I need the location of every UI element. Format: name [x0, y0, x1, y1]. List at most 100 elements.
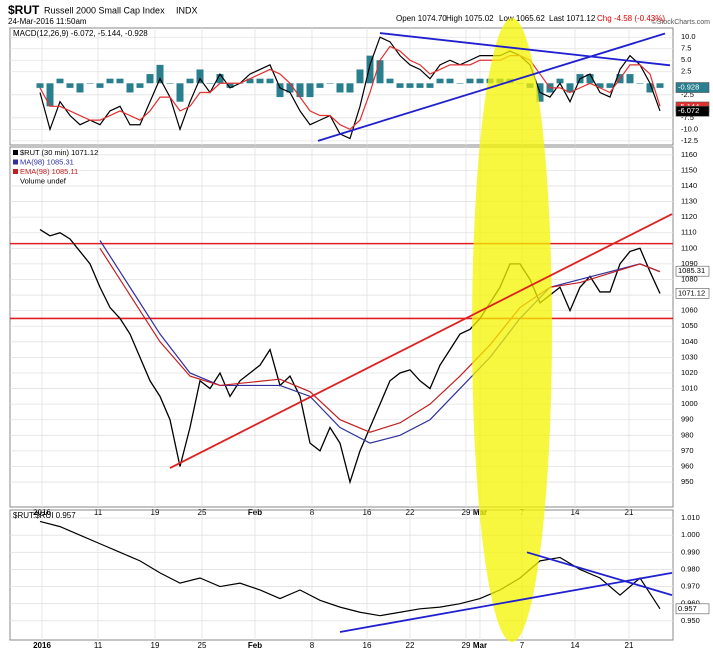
histogram-bar — [336, 83, 344, 93]
value-marker-label: 1085.31 — [678, 266, 705, 275]
x-tick-label: Feb — [248, 641, 262, 650]
x-tick-label: 16 — [363, 641, 372, 650]
histogram-bar — [396, 83, 404, 88]
y-tick-label: 0.950 — [681, 616, 700, 625]
histogram-bar — [626, 74, 634, 84]
histogram-bar — [636, 83, 644, 84]
value-marker — [675, 265, 710, 277]
histogram-bar — [246, 78, 254, 84]
y-tick-label: 7.5 — [681, 44, 691, 53]
panel-frame — [9, 27, 674, 146]
histogram-bar — [56, 78, 64, 84]
y-tick-label: 1110 — [681, 228, 697, 237]
value-marker — [675, 603, 710, 615]
histogram-bar — [106, 78, 114, 84]
index-name: Russell 2000 Small Cap Index — [44, 5, 165, 15]
value-marker — [675, 105, 710, 117]
histogram-bar — [226, 83, 234, 88]
trend-line — [379, 32, 671, 67]
legend-note: Volume undef — [20, 176, 67, 185]
x-tick-label: Mar — [473, 641, 487, 650]
histogram-bar — [356, 69, 364, 84]
quote-item: Last 1071.12 — [549, 14, 596, 23]
histogram-bar — [276, 83, 284, 98]
histogram-bar — [156, 64, 164, 84]
legend-entry: MA(98) 1085.31 — [20, 157, 74, 166]
credit: ©StockCharts.com — [652, 18, 711, 26]
y-tick-label: 1040 — [681, 337, 698, 346]
histogram-bar — [136, 83, 144, 88]
x-tick-label: 19 — [151, 641, 160, 650]
histogram-bar — [266, 78, 274, 84]
y-tick-label: 1020 — [681, 368, 698, 377]
histogram-bar — [306, 83, 314, 98]
histogram-bar — [566, 83, 574, 93]
histogram-bar — [656, 83, 664, 88]
series-line — [39, 229, 661, 485]
y-tick-label: 1120 — [681, 212, 697, 221]
y-tick-label: 1130 — [681, 197, 697, 206]
y-tick-label: 1080 — [681, 274, 698, 283]
histogram-bar — [416, 83, 424, 88]
highlight — [472, 18, 552, 642]
y-tick-label: 1.010 — [681, 513, 700, 522]
histogram-bar — [456, 83, 464, 84]
y-tick-label: 5.0 — [681, 55, 691, 64]
histogram-bar — [286, 83, 294, 93]
series-line — [99, 240, 661, 444]
histogram-bar — [256, 78, 264, 84]
x-tick-label: 22 — [406, 641, 415, 650]
legend-swatch — [13, 169, 18, 174]
y-tick-label: 1060 — [681, 306, 698, 315]
histogram-bar — [166, 83, 174, 84]
quote-item: High 1075.02 — [446, 14, 494, 23]
series-line — [39, 45, 661, 131]
histogram-bar — [146, 74, 154, 84]
y-tick-label: -10.0 — [681, 124, 698, 133]
y-tick-label: 10.0 — [681, 32, 696, 41]
y-tick-label: 960 — [681, 461, 694, 470]
y-tick-label: 0.980 — [681, 564, 700, 573]
y-tick-label: 2.5 — [681, 67, 691, 76]
value-marker — [675, 288, 710, 299]
y-tick-label: 0.970 — [681, 582, 700, 591]
symbol: $RUT — [8, 3, 40, 17]
y-tick-label: 1090 — [681, 259, 698, 268]
histogram-bar — [346, 83, 354, 93]
histogram-bar — [466, 78, 474, 84]
panel-frame — [9, 146, 674, 508]
y-tick-label: 1160 — [681, 150, 697, 159]
y-tick-label: 1050 — [681, 321, 698, 330]
x-tick-label: 21 — [625, 641, 634, 650]
histogram-bar — [606, 83, 614, 88]
x-tick-label: 11 — [94, 641, 103, 650]
trend-line — [317, 32, 666, 142]
series-line — [39, 520, 661, 617]
series-line — [99, 247, 661, 433]
x-tick-label: 8 — [310, 641, 315, 650]
value-marker-label: -6.072 — [678, 106, 699, 115]
date: 24-Mar-2016 11:50am — [8, 17, 87, 26]
quote-item: Open 1074.70 — [396, 14, 447, 23]
legend-swatch — [13, 150, 18, 155]
histogram-bar — [46, 83, 54, 107]
y-tick-label: 1000 — [681, 399, 698, 408]
y-tick-label: 1150 — [681, 165, 697, 174]
quote-item: Chg -4.58 (-0.43%) — [597, 14, 665, 23]
y-tick-label: -12.5 — [681, 136, 698, 145]
histogram-bar — [86, 83, 94, 84]
trend-line — [339, 571, 673, 633]
histogram-bar — [36, 83, 44, 88]
panel-frame — [9, 509, 674, 641]
histogram-bar — [326, 83, 334, 84]
trend-line — [169, 213, 673, 469]
histogram-bar — [126, 83, 134, 93]
value-marker-label: -0.928 — [678, 83, 699, 92]
histogram-bar — [76, 83, 84, 93]
x-tick-label: 29 — [462, 641, 471, 650]
legend-swatch — [13, 159, 18, 165]
histogram-bar — [216, 74, 224, 84]
